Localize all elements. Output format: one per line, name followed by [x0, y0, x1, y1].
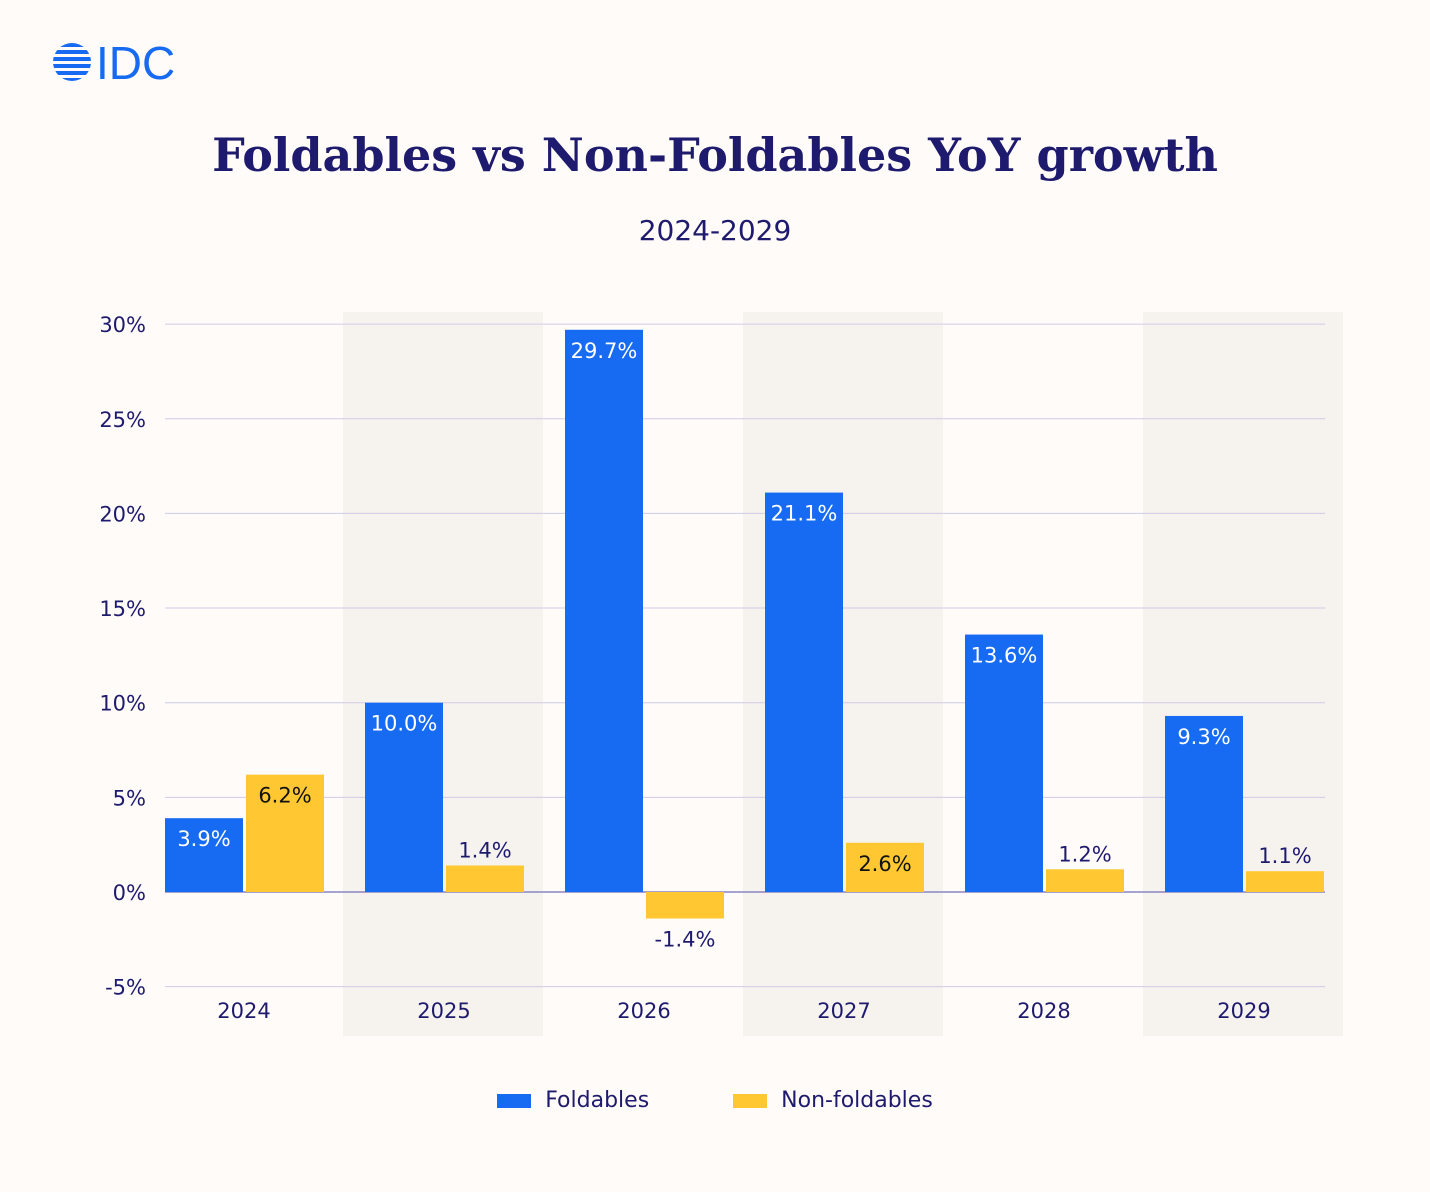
y-tick-label: 20%	[99, 502, 146, 526]
legend-item-foldables: Foldables	[497, 1088, 649, 1113]
data-label: 1.1%	[1258, 844, 1311, 868]
svg-text:IDC: IDC	[96, 40, 175, 84]
y-tick-label: 10%	[99, 692, 146, 716]
x-tick-label: 2027	[817, 999, 870, 1023]
category-band	[1143, 312, 1343, 1036]
bar-foldables	[765, 492, 843, 892]
legend-label: Foldables	[545, 1088, 650, 1113]
bar-non-foldables	[846, 842, 924, 892]
y-tick-label: 0%	[113, 881, 146, 905]
x-tick-label: 2029	[1217, 999, 1270, 1023]
bar-foldables	[365, 702, 443, 892]
x-tick-label: 2024	[217, 999, 270, 1023]
legend-swatch	[733, 1093, 768, 1108]
data-label: 2.6%	[858, 852, 911, 876]
legend: Foldables Non-foldables	[0, 1088, 1430, 1113]
data-label: -1.4%	[655, 928, 716, 952]
category-band	[343, 312, 543, 1036]
bar-non-foldables	[646, 892, 724, 919]
data-label: 6.2%	[258, 784, 311, 808]
x-tick-label: 2026	[617, 999, 670, 1023]
bar-foldables	[165, 818, 243, 892]
x-tick-label: 2025	[417, 999, 470, 1023]
bar-foldables	[1165, 715, 1243, 892]
chart-title: Foldables vs Non-Foldables YoY growth	[212, 128, 1218, 182]
bar-non-foldables	[246, 774, 324, 892]
bar-non-foldables	[446, 865, 524, 892]
data-label: 21.1%	[771, 502, 838, 526]
data-label: 1.4%	[458, 838, 511, 862]
legend-label: Non-foldables	[781, 1088, 933, 1113]
legend-item-non-foldables: Non-foldables	[733, 1088, 933, 1113]
bar-foldables	[565, 329, 643, 892]
bar-non-foldables	[1246, 871, 1324, 892]
data-label: 3.9%	[177, 827, 230, 851]
data-label: 9.3%	[1177, 725, 1230, 749]
x-tick-label: 2028	[1017, 999, 1070, 1023]
idc-logo: IDC	[50, 37, 190, 89]
y-tick-label: 25%	[99, 408, 146, 432]
data-label: 13.6%	[971, 644, 1038, 668]
bar-non-foldables	[1046, 869, 1124, 892]
data-label: 1.2%	[1058, 842, 1111, 866]
bar-foldables	[965, 634, 1043, 892]
y-tick-label: 15%	[99, 597, 146, 621]
data-label: 29.7%	[571, 339, 638, 363]
y-tick-label: 5%	[113, 786, 146, 810]
y-tick-label: 30%	[99, 313, 146, 337]
data-label: 10.0%	[371, 712, 438, 736]
chart-subtitle: 2024-2029	[638, 214, 792, 247]
y-tick-label: -5%	[105, 976, 146, 1000]
legend-swatch	[497, 1093, 532, 1108]
